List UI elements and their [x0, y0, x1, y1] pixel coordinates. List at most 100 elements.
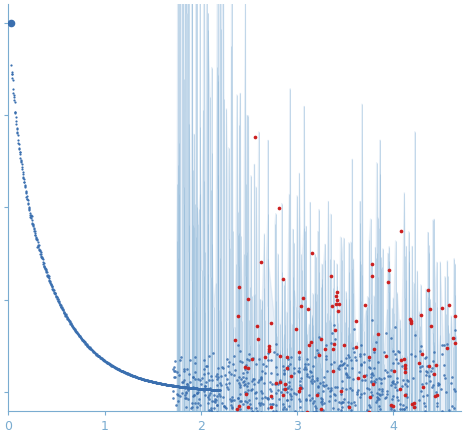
Point — [118, 368, 125, 375]
Point — [85, 343, 92, 350]
Point — [242, 361, 249, 368]
Point — [283, 354, 291, 361]
Point — [450, 335, 457, 342]
Point — [222, 380, 229, 387]
Point — [276, 376, 284, 383]
Point — [36, 250, 44, 257]
Point — [329, 412, 337, 419]
Point — [389, 379, 396, 386]
Point — [220, 402, 228, 409]
Point — [364, 413, 372, 420]
Point — [89, 347, 97, 354]
Point — [26, 209, 33, 216]
Point — [366, 364, 374, 371]
Point — [156, 380, 164, 387]
Point — [430, 382, 437, 389]
Point — [71, 326, 78, 333]
Point — [206, 396, 213, 403]
Point — [298, 384, 305, 391]
Point — [346, 435, 353, 437]
Point — [327, 340, 335, 347]
Point — [309, 363, 317, 370]
Point — [166, 382, 173, 388]
Point — [205, 386, 212, 393]
Point — [206, 385, 214, 392]
Point — [361, 411, 368, 418]
Point — [102, 358, 110, 365]
Point — [99, 356, 106, 363]
Point — [116, 366, 123, 373]
Point — [185, 384, 193, 391]
Point — [182, 394, 190, 401]
Point — [285, 422, 292, 429]
Point — [259, 394, 266, 401]
Point — [180, 376, 187, 383]
Point — [69, 324, 77, 331]
Point — [276, 205, 283, 212]
Point — [192, 359, 199, 366]
Point — [23, 195, 31, 202]
Point — [159, 380, 166, 387]
Point — [21, 181, 28, 188]
Point — [384, 390, 391, 397]
Point — [149, 378, 156, 385]
Point — [431, 393, 438, 400]
Point — [24, 195, 31, 202]
Point — [19, 166, 26, 173]
Point — [340, 341, 348, 348]
Point — [140, 375, 147, 382]
Point — [189, 385, 197, 392]
Point — [103, 359, 111, 366]
Point — [133, 374, 140, 381]
Point — [20, 179, 28, 186]
Point — [130, 373, 138, 380]
Point — [164, 381, 171, 388]
Point — [370, 348, 377, 355]
Point — [378, 390, 385, 397]
Point — [125, 371, 133, 378]
Point — [173, 401, 180, 408]
Point — [343, 361, 351, 368]
Point — [25, 203, 32, 210]
Point — [224, 355, 231, 362]
Point — [417, 387, 425, 394]
Point — [21, 184, 29, 191]
Point — [97, 354, 105, 361]
Point — [20, 174, 27, 181]
Point — [181, 384, 189, 391]
Point — [272, 341, 280, 348]
Point — [244, 295, 252, 302]
Point — [169, 395, 177, 402]
Point — [73, 329, 81, 336]
Point — [228, 403, 235, 410]
Point — [115, 366, 123, 373]
Point — [303, 356, 311, 363]
Point — [387, 406, 394, 413]
Point — [342, 369, 350, 376]
Point — [180, 368, 187, 375]
Point — [352, 343, 359, 350]
Point — [368, 317, 375, 324]
Point — [52, 290, 59, 297]
Point — [442, 416, 449, 423]
Point — [433, 362, 440, 369]
Point — [276, 352, 284, 359]
Point — [323, 356, 330, 363]
Point — [89, 347, 97, 354]
Point — [200, 357, 208, 364]
Point — [126, 371, 133, 378]
Point — [415, 418, 423, 425]
Point — [370, 378, 378, 385]
Point — [370, 414, 377, 421]
Point — [311, 408, 318, 415]
Point — [18, 159, 25, 166]
Point — [10, 91, 17, 98]
Point — [49, 287, 56, 294]
Point — [60, 307, 67, 314]
Point — [100, 356, 107, 363]
Point — [379, 419, 386, 426]
Point — [322, 342, 329, 349]
Point — [132, 373, 140, 380]
Point — [33, 235, 40, 242]
Point — [106, 361, 114, 368]
